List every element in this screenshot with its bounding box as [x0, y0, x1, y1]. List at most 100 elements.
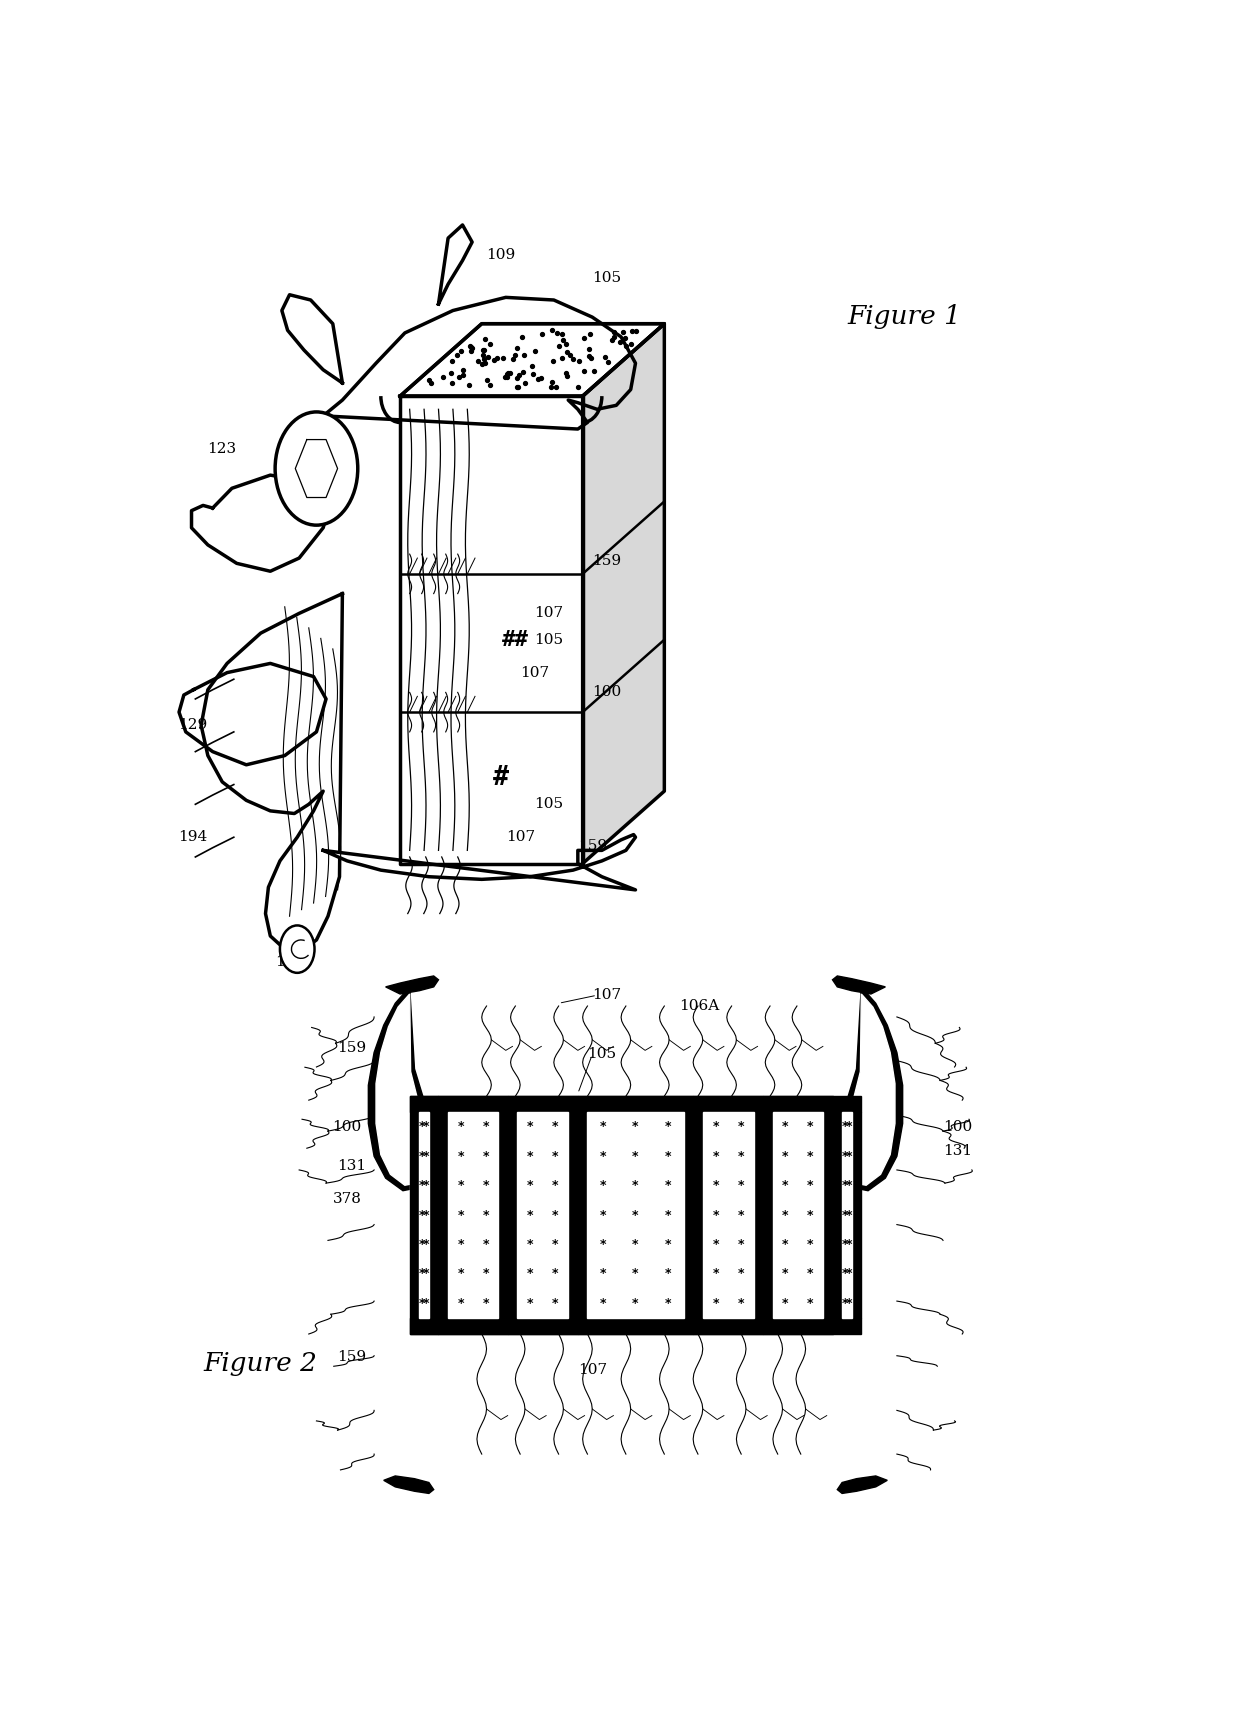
Text: *: * — [552, 1120, 559, 1134]
Text: *: * — [846, 1209, 853, 1221]
Text: *: * — [846, 1180, 853, 1192]
Text: *: * — [527, 1296, 533, 1310]
Polygon shape — [832, 1112, 842, 1318]
Polygon shape — [295, 439, 337, 498]
Polygon shape — [517, 1112, 568, 1318]
Polygon shape — [832, 1318, 862, 1334]
Polygon shape — [578, 1096, 693, 1112]
Text: *: * — [738, 1209, 744, 1221]
Text: *: * — [841, 1267, 848, 1281]
Polygon shape — [409, 1096, 439, 1112]
Text: *: * — [423, 1180, 430, 1192]
Polygon shape — [507, 1112, 517, 1318]
Text: *: * — [841, 1238, 848, 1252]
Polygon shape — [683, 1112, 693, 1318]
Text: Figure 1: Figure 1 — [847, 304, 961, 328]
Polygon shape — [754, 1112, 764, 1318]
Polygon shape — [429, 1112, 439, 1318]
Text: *: * — [738, 1120, 744, 1134]
Text: *: * — [458, 1149, 464, 1163]
Text: *: * — [458, 1209, 464, 1221]
Text: *: * — [807, 1238, 813, 1252]
Text: 107: 107 — [534, 607, 564, 621]
Polygon shape — [507, 1096, 578, 1112]
Polygon shape — [693, 1318, 764, 1334]
Text: *: * — [712, 1238, 719, 1252]
Text: *: * — [665, 1149, 671, 1163]
Polygon shape — [439, 1096, 507, 1112]
Polygon shape — [368, 987, 432, 1190]
Polygon shape — [583, 323, 665, 864]
Text: 159: 159 — [593, 554, 621, 568]
Text: *: * — [552, 1209, 559, 1221]
Text: *: * — [738, 1180, 744, 1192]
Text: *: * — [458, 1180, 464, 1192]
Text: *: * — [423, 1149, 430, 1163]
Text: *: * — [807, 1180, 813, 1192]
Polygon shape — [383, 1476, 434, 1493]
Text: *: * — [807, 1149, 813, 1163]
Text: *: * — [423, 1238, 430, 1252]
Text: *: * — [841, 1120, 848, 1134]
Text: *: * — [807, 1296, 813, 1310]
Text: *: * — [632, 1296, 639, 1310]
Text: *: * — [846, 1120, 853, 1134]
Text: *: * — [600, 1209, 606, 1221]
Text: *: * — [782, 1267, 789, 1281]
Polygon shape — [588, 1112, 683, 1318]
Text: 105: 105 — [593, 270, 621, 284]
Text: *: * — [807, 1267, 813, 1281]
Text: 118: 118 — [275, 956, 304, 970]
Text: *: * — [458, 1120, 464, 1134]
Text: 106B: 106B — [665, 1317, 704, 1332]
Text: *: * — [782, 1149, 789, 1163]
Polygon shape — [439, 1318, 832, 1334]
Text: *: * — [552, 1149, 559, 1163]
Text: *: * — [600, 1238, 606, 1252]
Text: *: * — [482, 1267, 489, 1281]
Text: 107: 107 — [578, 1363, 606, 1378]
Polygon shape — [764, 1112, 773, 1318]
Text: 131: 131 — [942, 1144, 972, 1158]
Text: *: * — [665, 1120, 671, 1134]
Text: *: * — [600, 1267, 606, 1281]
Text: *: * — [632, 1180, 639, 1192]
Text: *: * — [846, 1238, 853, 1252]
Text: 131: 131 — [605, 1120, 634, 1134]
Text: *: * — [423, 1120, 430, 1134]
Text: *: * — [600, 1149, 606, 1163]
Text: 107: 107 — [521, 665, 549, 679]
Polygon shape — [837, 1476, 888, 1493]
Polygon shape — [409, 1096, 439, 1112]
Text: *: * — [482, 1120, 489, 1134]
Polygon shape — [568, 1112, 578, 1318]
Text: *: * — [482, 1296, 489, 1310]
Polygon shape — [847, 994, 895, 1185]
Polygon shape — [401, 397, 583, 864]
Text: *: * — [552, 1180, 559, 1192]
Text: *: * — [632, 1149, 639, 1163]
Polygon shape — [376, 994, 424, 1185]
Polygon shape — [693, 1112, 703, 1318]
Text: *: * — [418, 1267, 425, 1281]
Polygon shape — [401, 323, 665, 397]
Text: 100: 100 — [942, 1120, 972, 1134]
Text: *: * — [782, 1180, 789, 1192]
Text: 131: 131 — [337, 1159, 367, 1173]
Text: 109: 109 — [486, 248, 516, 262]
Polygon shape — [498, 1112, 507, 1318]
Text: *: * — [458, 1296, 464, 1310]
Text: *: * — [552, 1296, 559, 1310]
Text: *: * — [632, 1120, 639, 1134]
Text: 105: 105 — [588, 1048, 616, 1062]
Polygon shape — [773, 1112, 823, 1318]
Text: *: * — [552, 1267, 559, 1281]
Text: 107: 107 — [506, 831, 534, 845]
Text: *: * — [527, 1180, 533, 1192]
Text: *: * — [846, 1296, 853, 1310]
Text: *: * — [712, 1267, 719, 1281]
Text: *: * — [712, 1120, 719, 1134]
Polygon shape — [201, 593, 342, 952]
Polygon shape — [832, 976, 885, 994]
Polygon shape — [409, 1318, 439, 1334]
